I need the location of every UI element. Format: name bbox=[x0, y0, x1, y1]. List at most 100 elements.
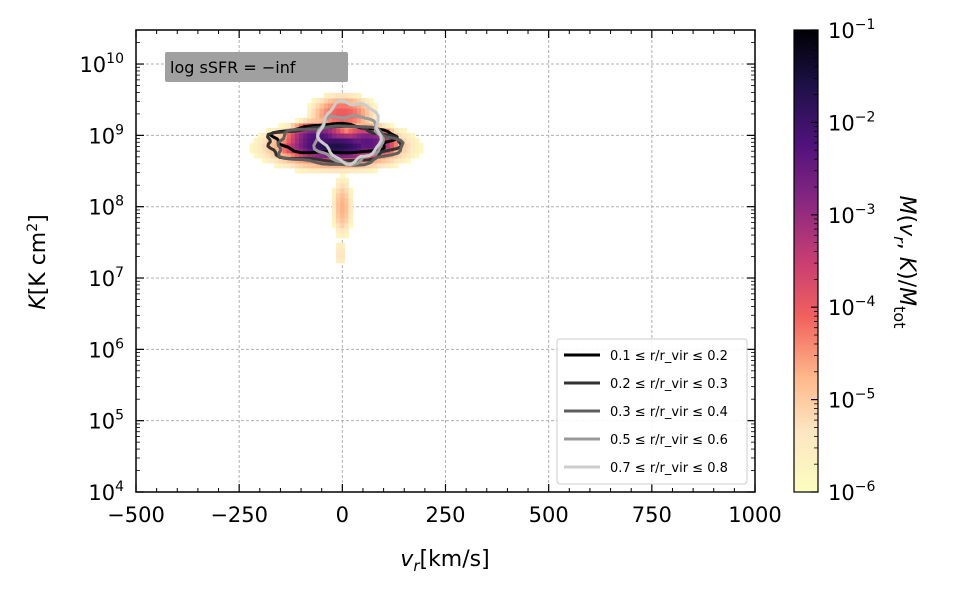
heatmap-cell bbox=[356, 127, 362, 134]
heatmap-cell bbox=[290, 152, 296, 159]
heatmap-cell bbox=[286, 157, 292, 164]
heatmap-cell bbox=[365, 97, 370, 104]
heatmap-cell bbox=[336, 222, 341, 229]
heatmap-cell bbox=[336, 232, 341, 239]
heatmap-cell bbox=[373, 157, 378, 164]
heatmap-cell bbox=[385, 122, 391, 129]
heatmap-cell bbox=[373, 152, 378, 159]
heatmap-cell bbox=[336, 132, 341, 139]
heatmap-cell bbox=[348, 222, 354, 229]
heatmap-cell bbox=[332, 217, 337, 224]
colorbar: 10−6 10−5 10−4 10−3 10−2 10−1 bbox=[793, 17, 875, 505]
heatmap-cell bbox=[393, 142, 399, 149]
heatmap-cell bbox=[340, 217, 345, 224]
heatmap-cell bbox=[340, 252, 345, 259]
heatmap-cell bbox=[336, 217, 341, 224]
heatmap-cell bbox=[261, 132, 267, 139]
heatmap-cell bbox=[290, 142, 296, 149]
heatmap-cell bbox=[307, 102, 312, 109]
heatmap-cell bbox=[336, 207, 341, 214]
heatmap-cell bbox=[332, 92, 337, 99]
heatmap-cell bbox=[340, 137, 345, 144]
heatmap-cell bbox=[336, 202, 341, 209]
heatmap-cell bbox=[393, 147, 399, 154]
heatmap-cell bbox=[398, 132, 403, 139]
heatmap-cell bbox=[315, 102, 321, 109]
heatmap-cell bbox=[336, 127, 341, 134]
heatmap-cell bbox=[418, 147, 424, 154]
x-tick-label: −500 bbox=[107, 503, 165, 527]
heatmap-cell bbox=[365, 132, 370, 139]
heatmap-cell bbox=[365, 107, 370, 114]
annotation-text: log sSFR = −inf bbox=[170, 58, 296, 77]
heatmap-cell bbox=[294, 117, 300, 124]
heatmap-cell bbox=[352, 127, 358, 134]
heatmap-cell bbox=[352, 152, 358, 159]
heatmap-cell bbox=[311, 162, 317, 169]
heatmap-cell bbox=[402, 142, 407, 149]
heatmap-cell bbox=[373, 132, 378, 139]
heatmap-cell bbox=[360, 112, 366, 119]
heatmap-cell bbox=[319, 102, 325, 109]
heatmap-cell bbox=[294, 162, 300, 169]
heatmap-cell bbox=[340, 142, 345, 149]
heatmap-cell bbox=[336, 177, 341, 184]
heatmap-cell bbox=[332, 97, 337, 104]
heatmap-cell bbox=[332, 207, 337, 214]
heatmap-cell bbox=[274, 132, 279, 139]
heatmap-cell bbox=[332, 167, 337, 174]
heatmap-cell bbox=[369, 142, 374, 149]
heatmap-cell bbox=[307, 137, 312, 144]
heatmap-cell bbox=[356, 132, 362, 139]
heatmap-cell bbox=[270, 157, 275, 164]
heatmap-cell bbox=[294, 122, 300, 129]
heatmap-cell bbox=[303, 167, 308, 174]
colorbar-label: M(vr, K)/Mtot bbox=[890, 196, 919, 329]
heatmap-cell bbox=[327, 97, 333, 104]
heatmap-cell bbox=[373, 167, 378, 174]
heatmap-cell bbox=[340, 177, 345, 184]
heatmap-cell bbox=[286, 137, 292, 144]
heatmap-cell bbox=[336, 187, 341, 194]
heatmap-cell bbox=[323, 107, 329, 114]
heatmap-cell bbox=[327, 137, 333, 144]
heatmap-cell bbox=[336, 152, 341, 159]
heatmap-cell bbox=[344, 107, 350, 114]
heatmap-cell bbox=[311, 132, 317, 139]
heatmap-cell bbox=[311, 102, 317, 109]
heatmap-cell bbox=[348, 137, 354, 144]
heatmap-cell bbox=[332, 197, 337, 204]
heatmap-cell bbox=[332, 107, 337, 114]
heatmap-cell bbox=[253, 152, 259, 159]
heatmap-cell bbox=[274, 137, 279, 144]
heatmap-cell bbox=[340, 92, 345, 99]
heatmap-cell bbox=[348, 127, 354, 134]
heatmap-cell bbox=[340, 227, 345, 234]
heatmap-cell bbox=[332, 147, 337, 154]
heatmap-cell bbox=[274, 162, 279, 169]
heatmap-cell bbox=[344, 202, 350, 209]
heatmap-cell bbox=[336, 147, 341, 154]
heatmap-cell bbox=[344, 192, 350, 199]
heatmap-cell bbox=[389, 157, 395, 164]
heatmap-cell bbox=[299, 137, 304, 144]
contour-line bbox=[266, 124, 403, 163]
heatmap-cell bbox=[344, 132, 350, 139]
heatmap-cell bbox=[393, 127, 399, 134]
heatmap-cell bbox=[344, 117, 350, 124]
x-tick-label: −250 bbox=[210, 503, 268, 527]
heatmap-cell bbox=[319, 142, 325, 149]
heatmap-cell bbox=[352, 107, 358, 114]
heatmap-cell bbox=[282, 147, 288, 154]
heatmap-cell bbox=[340, 247, 345, 254]
heatmap-cell bbox=[311, 107, 317, 114]
x-tick-label: 250 bbox=[425, 503, 465, 527]
heatmap-cell bbox=[319, 112, 325, 119]
heatmap-cell bbox=[410, 142, 416, 149]
heatmap-cell bbox=[336, 197, 341, 204]
heatmap-cell bbox=[348, 92, 354, 99]
heatmap-cell bbox=[299, 147, 304, 154]
heatmap-cell bbox=[406, 157, 411, 164]
heatmap-cell bbox=[332, 202, 337, 209]
